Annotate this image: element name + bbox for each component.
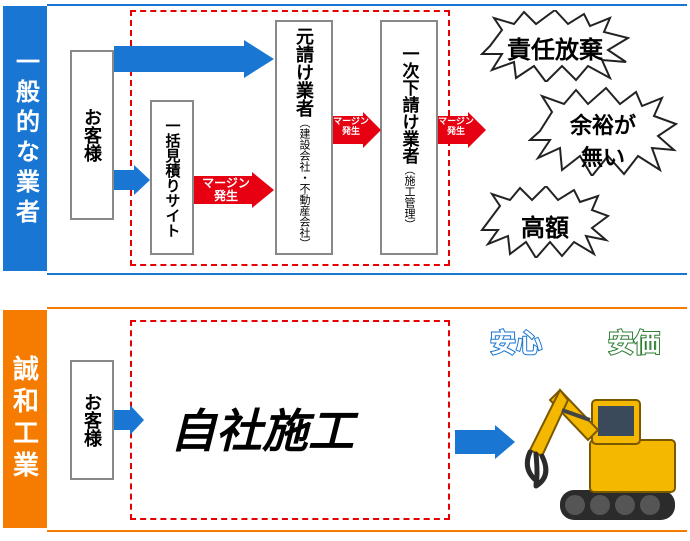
estimate-site-label: 一括見積りサイト xyxy=(162,118,183,238)
section-label-seiwa: 誠和工業 xyxy=(3,310,47,528)
prime-contractor-box: 元請け業者 （建設会社・不動産会社） xyxy=(275,20,333,255)
section-label-text: 誠和工業 xyxy=(7,355,44,483)
arrow-red-icon xyxy=(438,112,486,148)
arrow-red-icon xyxy=(194,172,274,208)
arrow-red-icon xyxy=(333,112,381,148)
customer-box-bottom: お客様 xyxy=(70,360,114,480)
divider xyxy=(47,530,687,532)
arrow-blue-icon xyxy=(114,40,274,78)
arrow-blue-icon xyxy=(455,425,515,459)
arrow-blue-icon xyxy=(114,165,150,195)
divider xyxy=(47,4,687,6)
first-sub-label: 一次下請け業者 xyxy=(397,45,422,164)
prime-contractor-label: 元請け業者 xyxy=(291,27,317,117)
estimate-site-box: 一括見積りサイト xyxy=(150,100,194,255)
outline-text-cheap: 安価 xyxy=(608,325,678,361)
outline-text-safe: 安心 xyxy=(490,325,560,361)
first-sub-box: 一次下請け業者 （施工管理） xyxy=(380,20,438,255)
customer-box-top: お客様 xyxy=(70,50,114,220)
comparison-diagram: 一般的な業者 誠和工業 お客様 一括見積りサイト 元請け業者 （建設会社・不動産… xyxy=(0,0,690,541)
arrow-blue-icon xyxy=(114,405,144,435)
excavator-icon xyxy=(520,360,680,530)
section-label-general: 一般的な業者 xyxy=(3,6,47,271)
svg-text:安価: 安価 xyxy=(608,328,660,358)
burst-icon xyxy=(480,186,610,258)
inhouse-label: 自社施工 xyxy=(170,395,354,461)
divider xyxy=(47,273,687,275)
divider xyxy=(47,307,687,309)
burst-icon xyxy=(480,10,630,82)
customer-label: お客様 xyxy=(79,393,105,447)
section-label-text: 一般的な業者 xyxy=(8,49,43,229)
burst-icon xyxy=(528,86,678,176)
prime-contractor-sub: （建設会社・不動産会社） xyxy=(296,117,312,249)
svg-text:安心: 安心 xyxy=(490,328,542,358)
first-sub-sub: （施工管理） xyxy=(401,164,417,230)
customer-label: お客様 xyxy=(79,108,105,162)
